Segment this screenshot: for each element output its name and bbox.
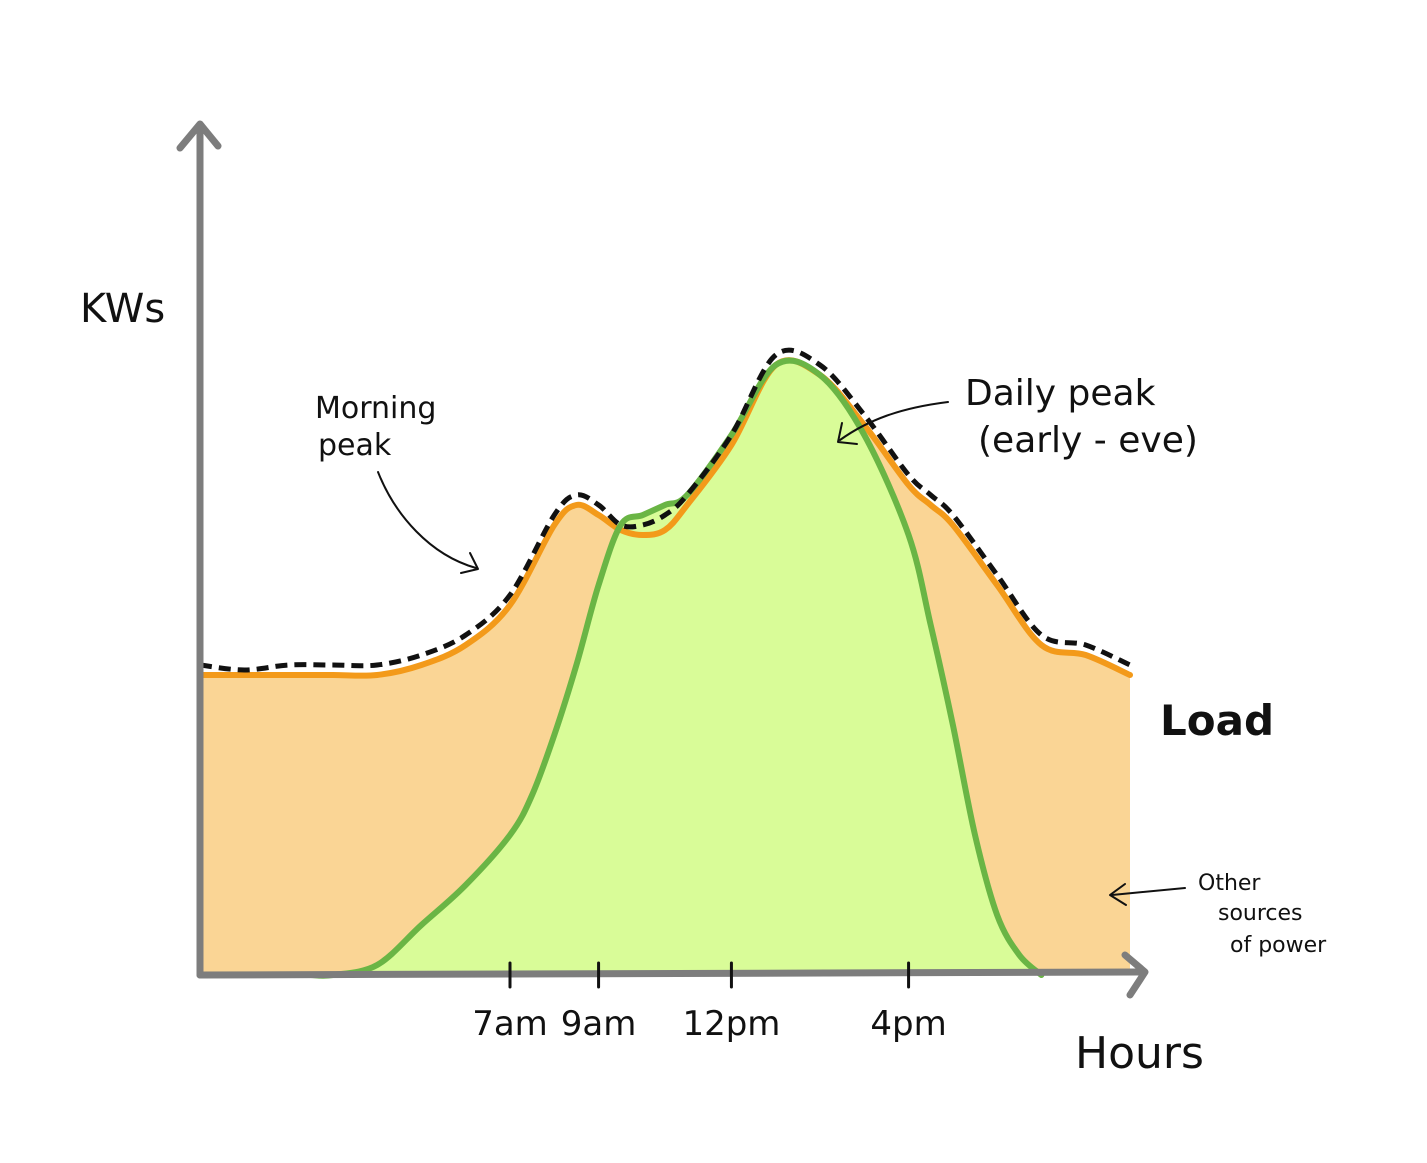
other-sources-label-line2: sources bbox=[1218, 901, 1303, 926]
x-axis-arrowhead bbox=[1121, 951, 1149, 999]
load-line bbox=[199, 347, 1132, 673]
morning-peak-arrowhead bbox=[460, 552, 479, 574]
other-sources-label-line3: of power bbox=[1230, 933, 1327, 958]
solar-area bbox=[310, 360, 1042, 976]
daily-peak-annotation: Daily peak (early - eve) bbox=[837, 373, 1198, 461]
solar-line bbox=[307, 357, 1045, 979]
x-tick-label: 7am bbox=[472, 1004, 548, 1044]
lines-layer bbox=[197, 347, 1133, 979]
y-axis-label: KWs bbox=[80, 286, 165, 332]
other-sources-annotation: Other sources of power bbox=[1109, 871, 1327, 958]
daily-peak-arrow bbox=[839, 401, 949, 441]
other-sources-line bbox=[197, 357, 1133, 679]
y-axis-arrowhead bbox=[176, 120, 222, 152]
morning-peak-arrow bbox=[377, 471, 477, 569]
daily-peak-arrowhead bbox=[837, 422, 858, 445]
daily-peak-label-line1: Daily peak bbox=[965, 373, 1156, 414]
x-tick-label: 4pm bbox=[870, 1004, 946, 1044]
morning-peak-label-line2: peak bbox=[318, 428, 392, 463]
x-tick-label: 9am bbox=[561, 1004, 637, 1044]
morning-peak-label-line1: Morning bbox=[315, 391, 436, 426]
x-tick-label: 12pm bbox=[682, 1004, 780, 1044]
other-sources-label-line1: Other bbox=[1198, 871, 1261, 896]
morning-peak-annotation: Morning peak bbox=[315, 391, 479, 574]
x-axis bbox=[196, 968, 1144, 979]
x-axis-label: Hours bbox=[1075, 1028, 1204, 1079]
other-sources-arrowhead bbox=[1109, 883, 1127, 906]
load-label: Load bbox=[1160, 696, 1274, 745]
x-ticks-layer: 7am 9am 12pm 4pm bbox=[472, 961, 947, 1044]
other-sources-arrow bbox=[1111, 887, 1186, 896]
daily-peak-label-line2: (early - eve) bbox=[978, 420, 1198, 461]
